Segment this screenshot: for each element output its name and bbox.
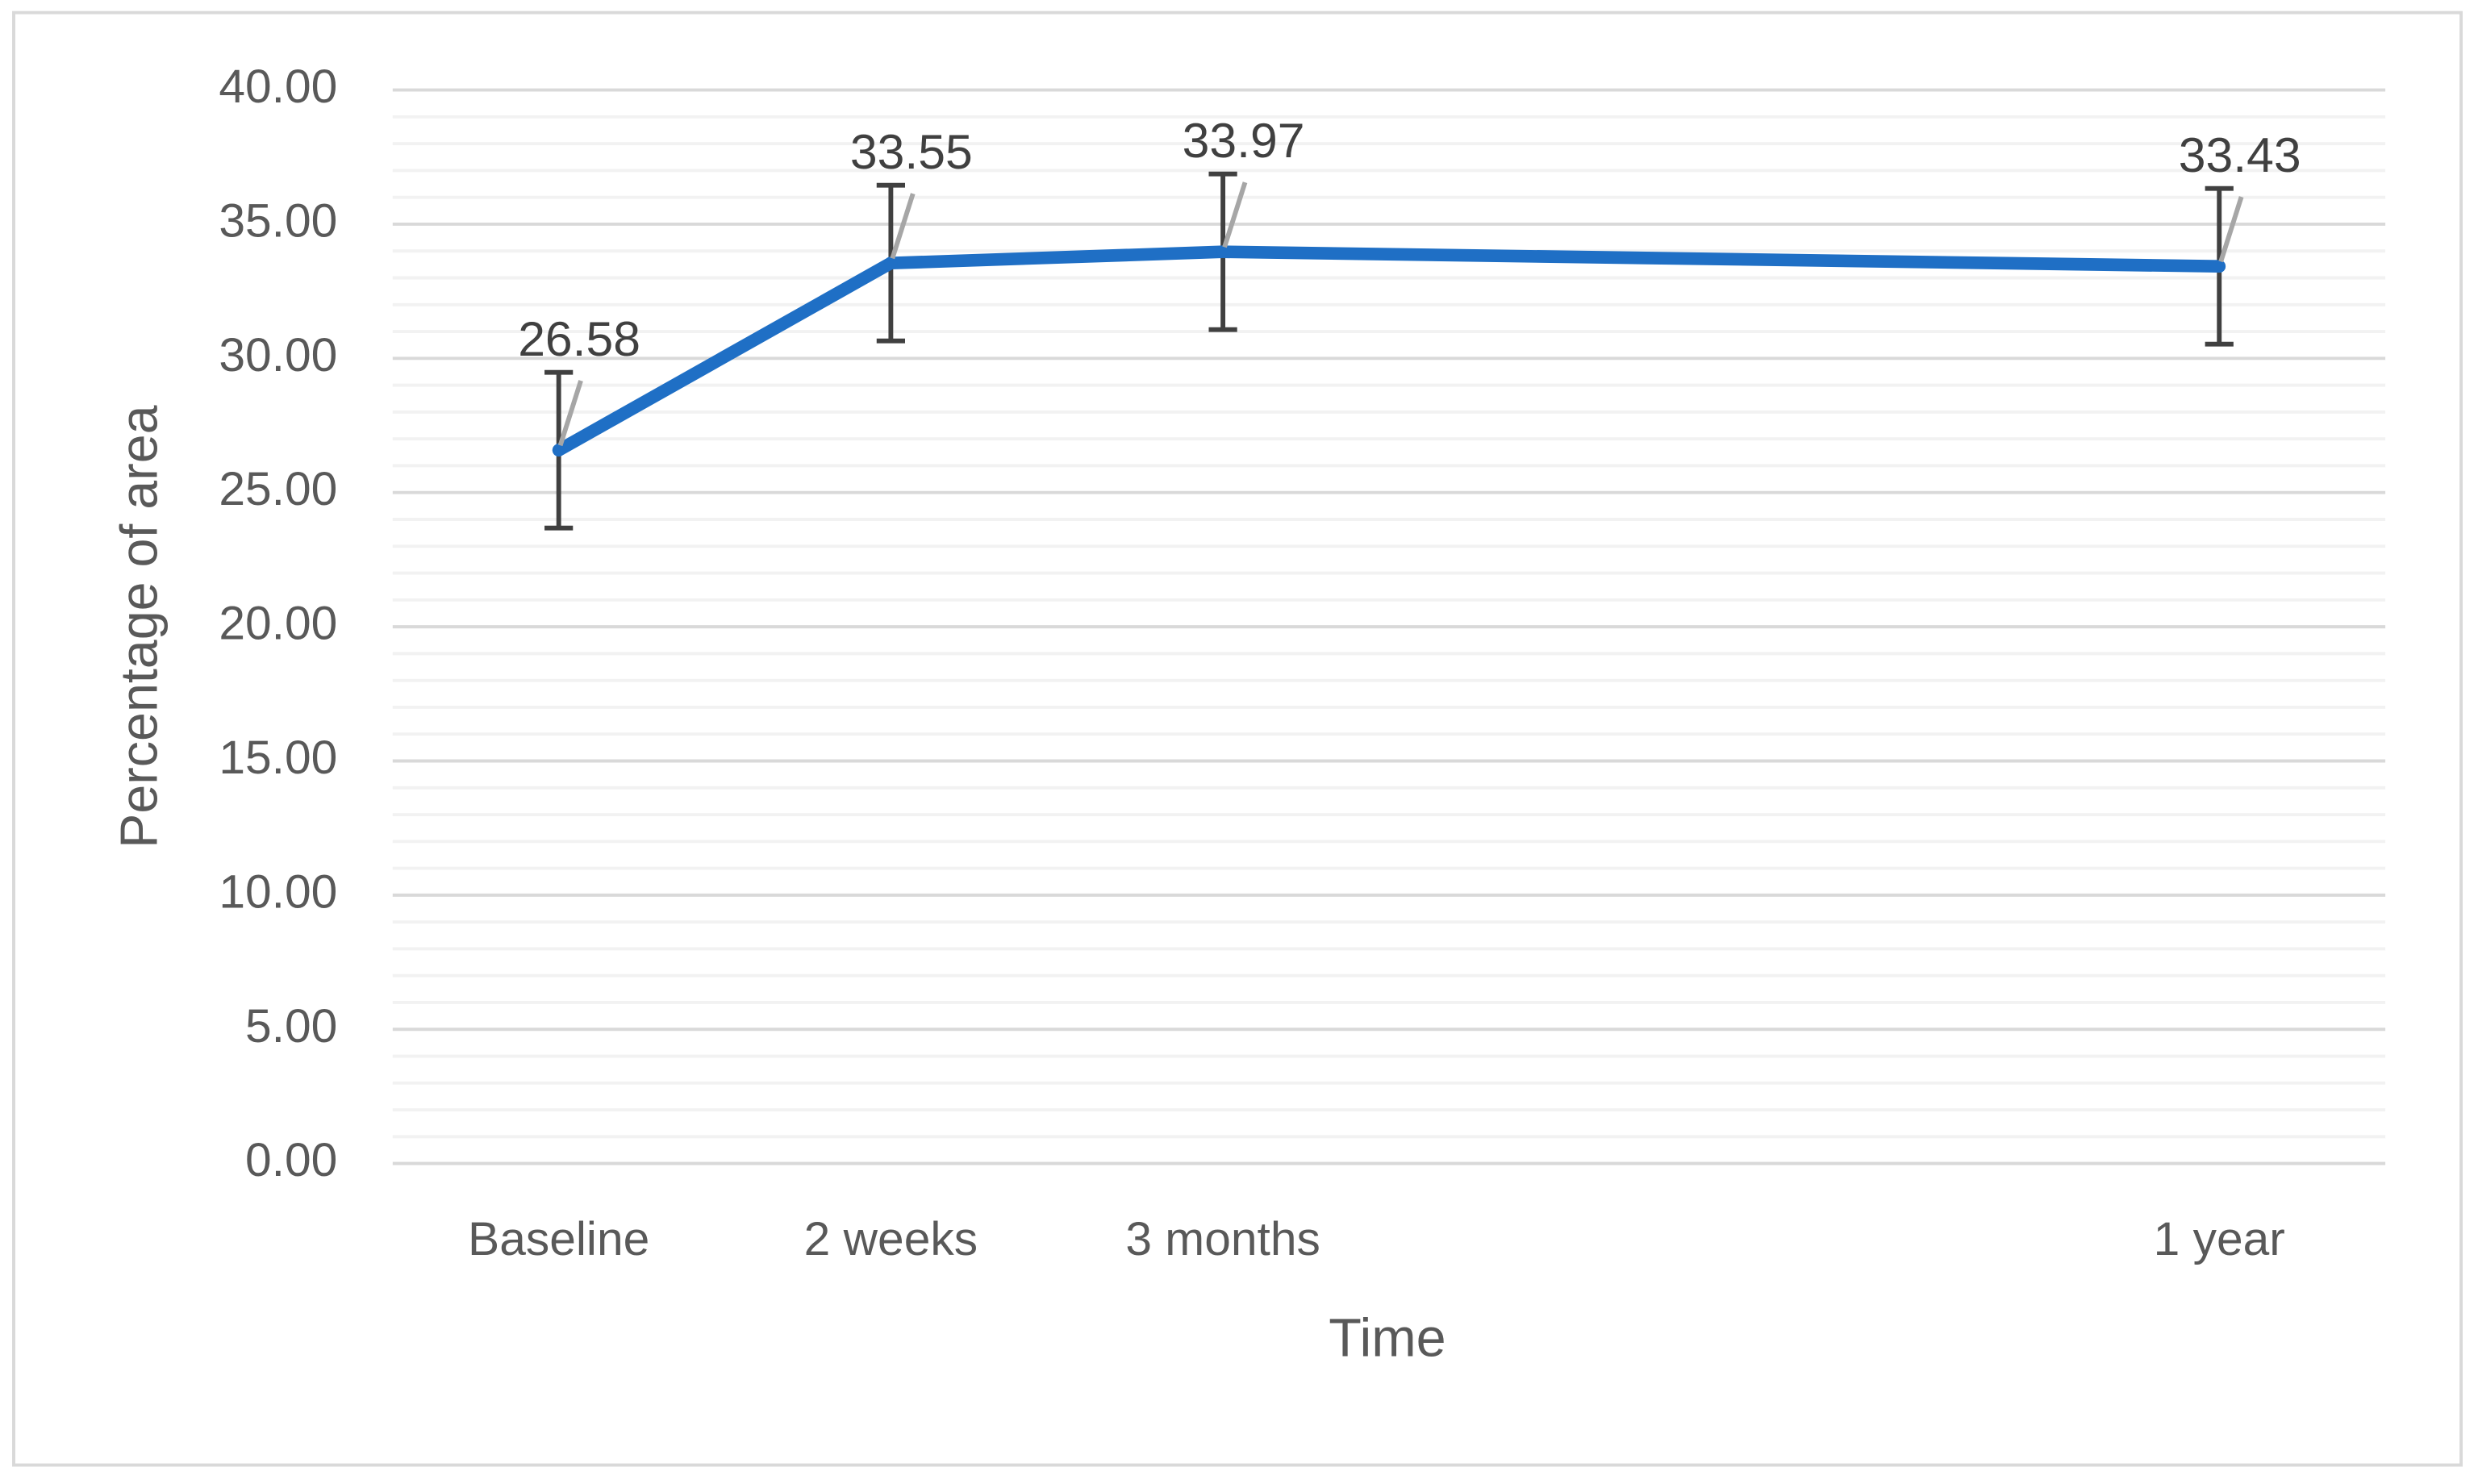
- y-axis-title: Percentage of area: [111, 405, 169, 848]
- point: [1216, 245, 1229, 259]
- line-segment: [552, 256, 898, 456]
- y-tick-label: 40.00: [219, 60, 337, 113]
- x-axis-title: Time: [1329, 1308, 1446, 1368]
- y-tick-label: 10.00: [219, 865, 337, 918]
- line-segment: [1216, 245, 2226, 273]
- x-tick-label: 3 months: [1125, 1213, 1320, 1265]
- label-leader: [1222, 181, 1248, 248]
- y-tick-label: 30.00: [219, 329, 337, 381]
- y-tick-label: 15.00: [219, 732, 337, 784]
- label-leader: [557, 380, 583, 447]
- data-label: 33.97: [1183, 113, 1305, 168]
- point: [884, 256, 898, 270]
- line-segment: [884, 245, 1229, 270]
- y-tick-label: 5.00: [245, 1000, 337, 1053]
- data-label: 33.43: [2179, 127, 2301, 182]
- y-tick-label: 35.00: [219, 194, 337, 247]
- point: [2213, 260, 2226, 273]
- label-leader: [2218, 196, 2244, 263]
- data-label: 26.58: [518, 311, 640, 366]
- y-tick-label: 0.00: [245, 1134, 337, 1186]
- data-label: 33.55: [850, 124, 973, 179]
- x-tick-label: 2 weeks: [804, 1213, 978, 1265]
- x-tick-label: 1 year: [2154, 1213, 2285, 1265]
- label-leader: [890, 193, 916, 260]
- y-tick-label: 20.00: [219, 598, 337, 650]
- x-tick-label: Baseline: [468, 1213, 649, 1265]
- y-tick-label: 25.00: [219, 463, 337, 515]
- point: [552, 444, 565, 456]
